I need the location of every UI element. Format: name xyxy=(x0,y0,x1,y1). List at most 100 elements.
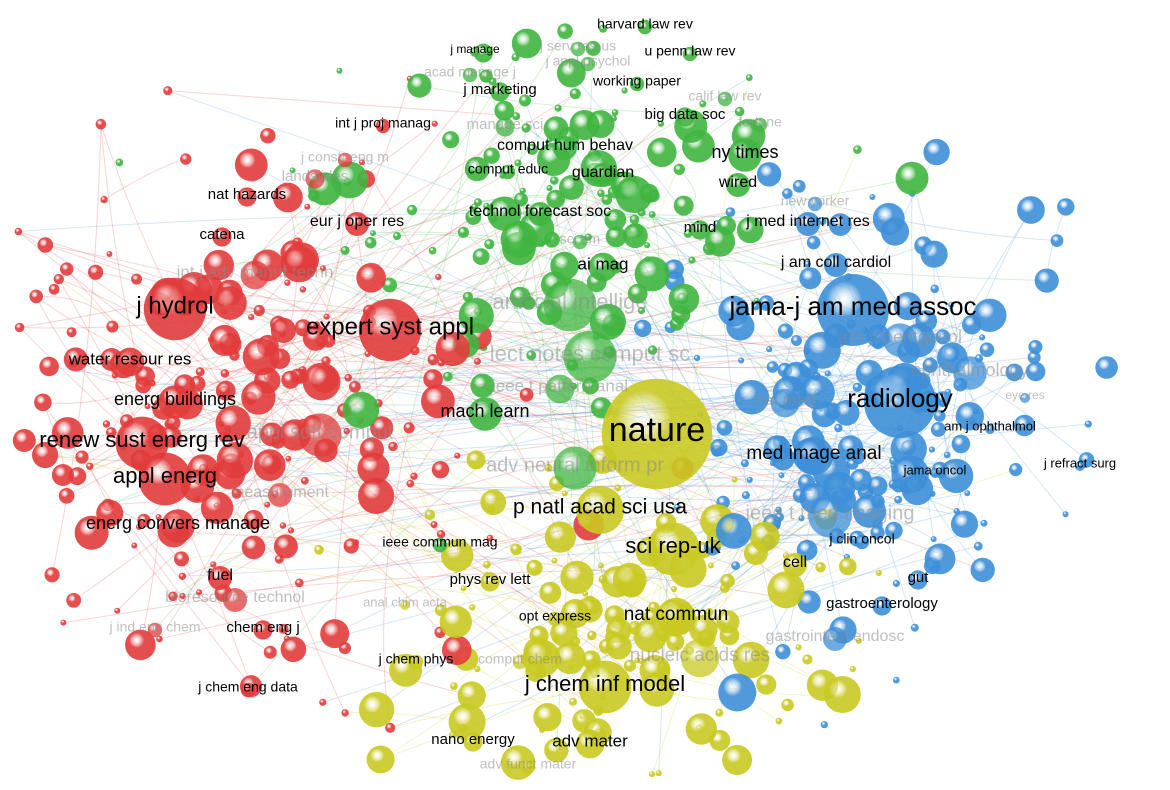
node-bubble xyxy=(115,347,145,377)
bubble xyxy=(260,422,284,447)
bubble xyxy=(544,463,553,472)
node-label: med image anal xyxy=(746,443,881,464)
node-label: water resour res xyxy=(68,349,192,368)
bubble xyxy=(561,490,568,497)
bubble xyxy=(519,94,531,107)
edge xyxy=(216,375,817,506)
bubble xyxy=(777,323,794,339)
bubble xyxy=(820,721,828,729)
bubble xyxy=(1062,511,1069,518)
bubble xyxy=(699,100,707,108)
bubble xyxy=(486,534,494,542)
bubble xyxy=(614,484,622,492)
bubble xyxy=(314,544,324,555)
node-label: u penn law rev xyxy=(644,43,735,59)
bubble xyxy=(66,327,77,338)
bubble xyxy=(948,301,955,308)
edge xyxy=(173,180,625,532)
edge xyxy=(838,427,941,471)
edge xyxy=(287,197,431,516)
bubble xyxy=(716,420,733,436)
bubble xyxy=(273,534,298,559)
node-bubble xyxy=(512,654,528,670)
node-bubble xyxy=(480,572,500,592)
bubble xyxy=(280,636,307,663)
edge xyxy=(328,216,474,342)
node-bubble xyxy=(462,67,478,83)
node-bubble xyxy=(1020,393,1030,403)
node-bubble xyxy=(823,627,847,651)
bubble xyxy=(587,630,597,641)
bubble xyxy=(722,745,753,775)
bubble xyxy=(803,331,841,369)
edge xyxy=(736,209,1032,693)
bubble xyxy=(464,156,490,182)
node-label: j appl psychol xyxy=(545,53,631,69)
bubble xyxy=(647,345,658,355)
node-label: manage sci xyxy=(467,116,544,133)
bubble xyxy=(623,223,648,249)
node-bubble xyxy=(305,169,325,189)
node-label: gastroenterology xyxy=(826,595,938,612)
bubble xyxy=(299,286,307,293)
bubble xyxy=(278,623,289,634)
bubble xyxy=(668,283,700,315)
node-label: catena xyxy=(199,226,245,243)
bubble xyxy=(800,374,835,410)
node-bubble xyxy=(158,385,192,419)
bubble xyxy=(644,242,651,249)
node-bubble xyxy=(470,47,480,57)
edge xyxy=(36,295,113,327)
edge xyxy=(253,448,778,548)
node-label: j refract surg xyxy=(1043,455,1116,470)
bubble xyxy=(115,158,124,167)
edge xyxy=(690,427,901,624)
node-label: opt express xyxy=(519,608,591,624)
edge xyxy=(410,483,652,618)
node-bubble xyxy=(783,553,807,577)
bubble xyxy=(522,639,561,678)
bubble xyxy=(341,709,349,717)
node-bubble xyxy=(337,152,353,168)
bubble xyxy=(718,673,757,712)
bubble xyxy=(102,420,111,428)
bubble xyxy=(716,610,740,634)
bubble xyxy=(715,708,724,717)
bubble xyxy=(839,557,857,576)
edge xyxy=(636,149,858,661)
node-bubble xyxy=(545,374,575,404)
edge xyxy=(167,90,517,117)
bubble xyxy=(560,560,594,594)
node-label: eur j oper res xyxy=(310,213,404,230)
bubble xyxy=(736,216,764,244)
node-bubble xyxy=(543,278,597,332)
node-label: nano energy xyxy=(431,731,515,748)
bubble xyxy=(12,429,36,452)
bubble xyxy=(766,346,773,353)
bubble xyxy=(48,283,60,295)
node-bubble xyxy=(547,611,563,627)
bubble xyxy=(950,510,979,538)
edge xyxy=(722,479,736,624)
edge xyxy=(350,361,478,547)
bubble xyxy=(1027,350,1041,364)
node-bubble xyxy=(553,136,577,160)
bubble xyxy=(439,605,472,638)
bubble xyxy=(168,591,178,602)
node-label: j hydrol xyxy=(135,292,213,319)
node-label: jama-j am med assoc xyxy=(728,291,976,321)
bubble xyxy=(634,256,670,292)
bubble xyxy=(1013,414,1036,437)
edge xyxy=(139,517,160,646)
bubble xyxy=(611,109,619,116)
bubble xyxy=(930,284,939,294)
edge xyxy=(369,211,731,312)
bubble xyxy=(778,472,785,479)
bubble xyxy=(804,260,812,268)
bubble xyxy=(454,452,461,459)
node-bubble xyxy=(528,202,552,226)
bubble xyxy=(895,161,929,195)
bubble xyxy=(935,329,951,345)
bubble xyxy=(550,251,579,281)
